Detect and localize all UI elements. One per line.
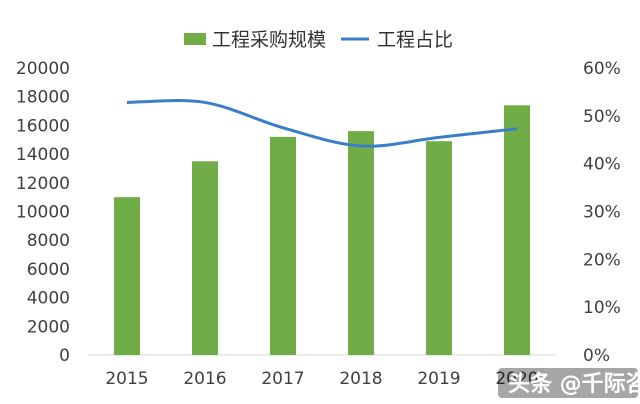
legend: 工程采购规模 工程占比: [184, 29, 453, 51]
right-axis-tick-label: 40%: [583, 155, 621, 175]
left-axis-tick-label: 12000: [16, 174, 70, 194]
right-axis-tick-label: 20%: [583, 250, 621, 270]
right-axis-ticks: 0% 10% 20% 30% 40% 50% 60%: [583, 59, 621, 366]
watermark-badge: 头条 @千际咨询: [498, 368, 640, 398]
bar: [504, 105, 530, 355]
legend-label-line: 工程占比: [377, 29, 453, 51]
right-axis-tick-label: 0%: [583, 346, 610, 366]
bar: [426, 141, 452, 355]
left-axis-tick-label: 18000: [16, 88, 70, 108]
right-axis-tick-label: 30%: [583, 203, 621, 223]
watermark-text: 头条 @千际咨询: [508, 371, 640, 397]
left-axis-ticks: 0 2000 4000 6000 8000 10000 12000 14000 16000 180…: [16, 59, 70, 366]
left-axis-tick-label: 20000: [16, 59, 70, 79]
left-axis-tick-label: 6000: [27, 260, 70, 280]
x-axis-tick-label: 2017: [261, 369, 304, 389]
bar: [114, 197, 140, 355]
x-axis-tick-label: 2019: [417, 369, 460, 389]
bar: [348, 131, 374, 355]
left-axis-tick-label: 16000: [16, 116, 70, 136]
left-axis-tick-label: 0: [59, 346, 70, 366]
bar: [192, 161, 218, 355]
bar-series: [114, 105, 530, 355]
right-axis-tick-label: 50%: [583, 107, 621, 127]
right-axis-tick-label: 60%: [583, 59, 621, 79]
left-axis-tick-label: 2000: [27, 317, 70, 337]
x-axis-tick-label: 2015: [105, 369, 148, 389]
x-axis-tick-label: 2020: [495, 369, 538, 389]
x-axis-ticks: 2015 2016 2017 2018 2019 2020: [105, 369, 538, 389]
left-axis-tick-label: 10000: [16, 203, 70, 223]
line-series-ratio: [126, 99, 518, 148]
legend-label-bar: 工程采购规模: [212, 29, 326, 51]
x-axis-tick-label: 2016: [183, 369, 226, 389]
left-axis-tick-label: 14000: [16, 145, 70, 165]
bar: [270, 136, 296, 355]
x-axis-tick-label: 2018: [339, 369, 382, 389]
legend-swatch-bar: [184, 33, 206, 45]
left-axis-tick-label: 8000: [27, 231, 70, 251]
right-axis-tick-label: 10%: [583, 298, 621, 318]
left-axis-tick-label: 4000: [27, 289, 70, 309]
